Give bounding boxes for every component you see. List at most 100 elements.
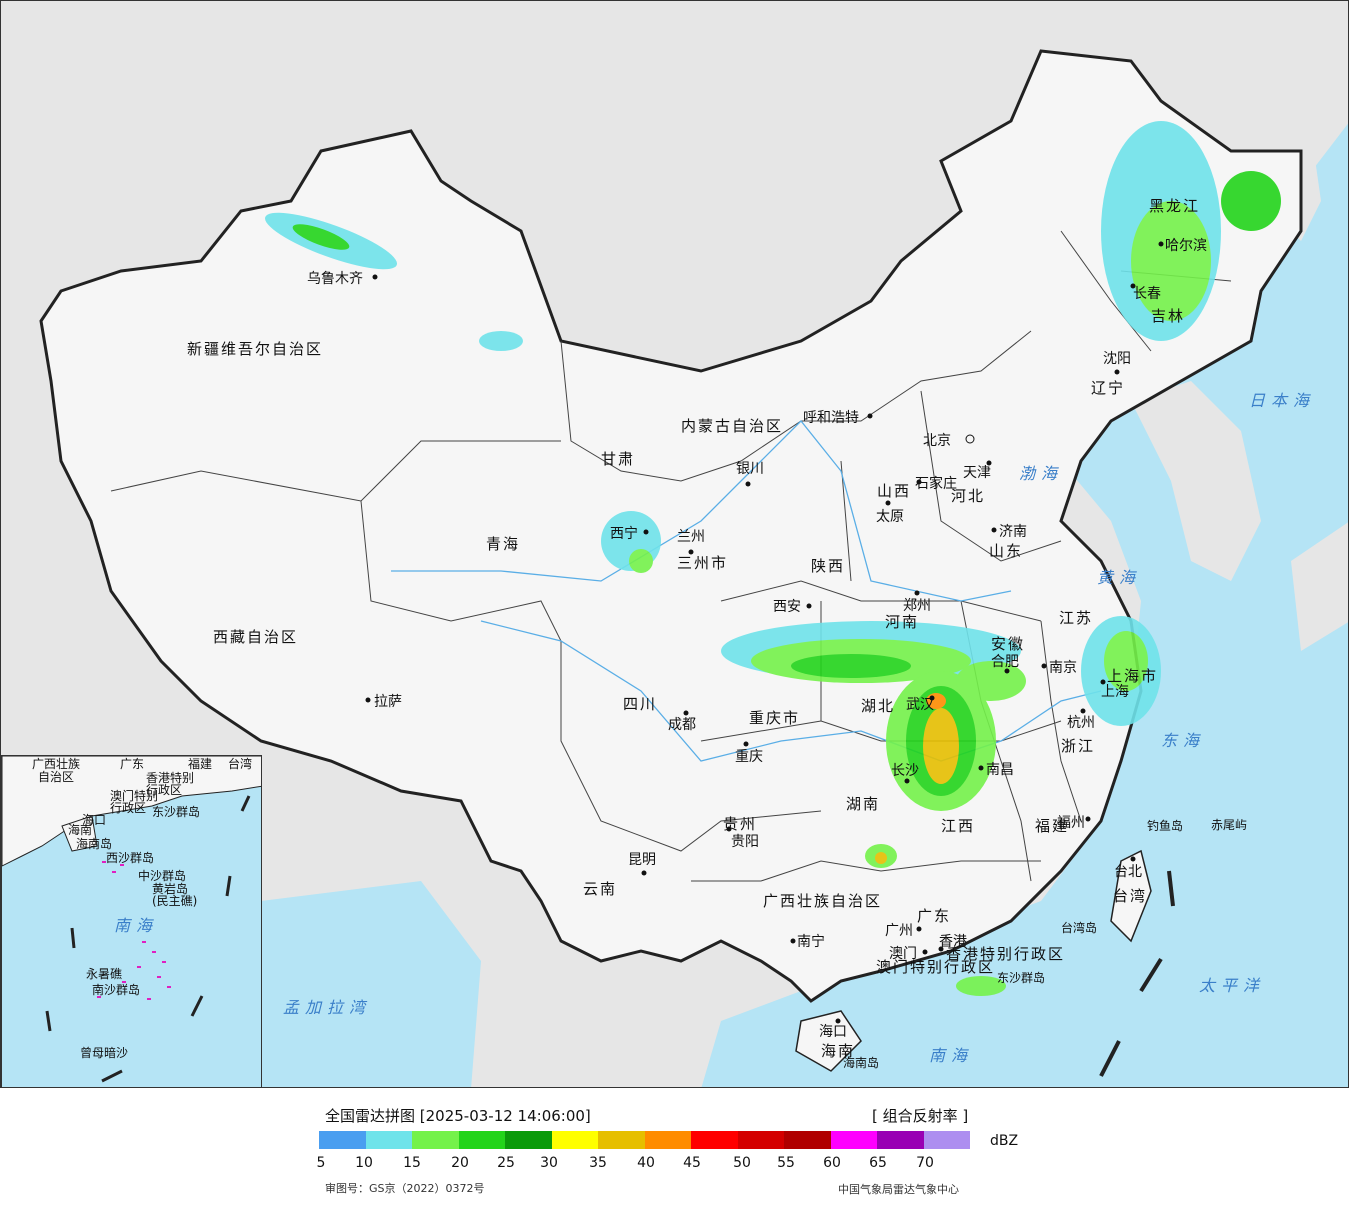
legend-tick: 55 bbox=[777, 1155, 795, 1171]
legend-tick: 20 bbox=[451, 1155, 469, 1171]
city-label: 沈阳 bbox=[1103, 351, 1131, 367]
province-label: 四川 bbox=[623, 695, 657, 713]
province-label: 云南 bbox=[583, 880, 617, 898]
legend-swatch bbox=[598, 1131, 645, 1149]
inset-label: 黄岩岛 bbox=[152, 881, 188, 896]
city-label: 南京 bbox=[1049, 660, 1077, 676]
legend-swatch bbox=[877, 1131, 924, 1149]
legend-swatch bbox=[458, 1131, 505, 1149]
city-label: 贵阳 bbox=[731, 834, 759, 850]
south-china-sea-inset: 广西壮族 自治区 广东 福建 台湾 香港特别 行政区 澳门特别 行政区 东沙群岛… bbox=[1, 755, 262, 1087]
legend-title: 全国雷达拼图 [2025-03-12 14:06:00] bbox=[325, 1107, 591, 1125]
island-label: 东沙群岛 bbox=[997, 970, 1045, 985]
city-label: 台北 bbox=[1114, 864, 1142, 880]
province-label: 江西 bbox=[941, 817, 975, 835]
city-label: 武汉 bbox=[906, 697, 934, 713]
inset-label: 行政区 bbox=[110, 801, 146, 815]
province-label: 安徽 bbox=[991, 635, 1025, 653]
inset-label: 澳门特别 bbox=[110, 788, 158, 803]
inset-label: 东沙群岛 bbox=[152, 804, 200, 819]
source-center: 中国气象局雷达气象中心 bbox=[838, 1183, 959, 1196]
inset-label: 广东 bbox=[120, 757, 144, 771]
inset-label: 海南岛 bbox=[76, 836, 112, 851]
city-label: 合肥 bbox=[991, 654, 1019, 670]
sea-label-pacific: 太平洋 bbox=[1199, 976, 1265, 995]
island-label: 钓鱼岛 bbox=[1147, 818, 1183, 833]
city-label: 呼和浩特 bbox=[803, 410, 859, 426]
city-label: 南宁 bbox=[797, 933, 825, 950]
island-label: 海南岛 bbox=[843, 1055, 879, 1070]
island-label: 台湾岛 bbox=[1061, 920, 1097, 935]
city-label: 郑州 bbox=[903, 598, 931, 614]
city-label: 西安 bbox=[773, 599, 801, 615]
legend-swatch bbox=[505, 1131, 552, 1149]
province-label: 辽宁 bbox=[1091, 379, 1125, 397]
city-label: 乌鲁木齐 bbox=[307, 271, 363, 287]
province-label: 河北 bbox=[951, 487, 985, 505]
city-label: 香港 bbox=[939, 934, 967, 950]
legend-swatch bbox=[784, 1131, 831, 1149]
province-label: 江苏 bbox=[1059, 609, 1093, 627]
inset-label: 中沙群岛 bbox=[138, 868, 186, 883]
province-label: 香港特别行政区 bbox=[946, 945, 1065, 963]
city-label: 长沙 bbox=[891, 763, 919, 779]
province-label: 内蒙古自治区 bbox=[681, 417, 783, 435]
province-label: 湖北 bbox=[861, 697, 895, 715]
province-label: 澳门特别行政区 bbox=[876, 958, 995, 976]
city-label: 南昌 bbox=[986, 762, 1014, 778]
city-label: 哈尔滨 bbox=[1165, 238, 1207, 254]
inset-label: 永暑礁 bbox=[86, 966, 122, 981]
legend-tick: 45 bbox=[683, 1155, 701, 1171]
city-label: 昆明 bbox=[628, 852, 656, 868]
legend-swatch bbox=[551, 1131, 598, 1149]
sea-label-bohai: 渤海 bbox=[1019, 464, 1063, 483]
legend-color-bar bbox=[319, 1131, 970, 1149]
city-label: 济南 bbox=[999, 524, 1027, 540]
city-label: 重庆 bbox=[735, 749, 763, 765]
inset-label: 广西壮族 bbox=[32, 757, 80, 771]
legend-swatch bbox=[319, 1131, 366, 1149]
province-label: 广东 bbox=[917, 907, 951, 925]
province-label: 甘肃 bbox=[601, 450, 635, 468]
legend-product: [ 组合反射率 ] bbox=[872, 1107, 969, 1125]
island-label: 赤尾屿 bbox=[1211, 818, 1247, 832]
legend-swatch bbox=[365, 1131, 412, 1149]
province-label: 海南 bbox=[821, 1042, 855, 1060]
province-label: 河南 bbox=[885, 613, 919, 631]
legend-swatch bbox=[412, 1131, 459, 1149]
city-label: 银川 bbox=[736, 461, 764, 477]
inset-label: 香港特别 bbox=[146, 770, 194, 785]
sea-label-nanhai: 南海 bbox=[929, 1046, 973, 1065]
sea-label-bengal: 孟加拉湾 bbox=[283, 998, 371, 1017]
city-label: 西宁 bbox=[610, 525, 638, 542]
city-label: 海口 bbox=[819, 1024, 847, 1040]
province-label: 新疆维吾尔自治区 bbox=[187, 340, 323, 358]
province-label: 陕西 bbox=[811, 557, 845, 575]
province-label: 吉林 bbox=[1151, 307, 1185, 325]
city-label: 天津 bbox=[963, 465, 991, 481]
legend-swatch bbox=[923, 1131, 970, 1149]
city-label: 长春 bbox=[1133, 286, 1161, 302]
legend-tick: 40 bbox=[637, 1155, 655, 1171]
radar-map: 日本海 渤海 黄海 东海 太平洋 南海 孟加拉湾 新疆维吾尔自治区 西藏自治区 … bbox=[0, 0, 1349, 1088]
city-label: 石家庄 bbox=[915, 475, 957, 492]
city-label: 北京 bbox=[923, 433, 951, 449]
province-label: 广西壮族自治区 bbox=[763, 892, 882, 910]
inset-label: 曾母暗沙 bbox=[80, 1045, 128, 1060]
province-label: 黑龙江 bbox=[1149, 197, 1200, 215]
city-label: 拉萨 bbox=[374, 694, 402, 710]
legend-tick: 25 bbox=[497, 1155, 515, 1171]
city-label: 杭州 bbox=[1067, 715, 1095, 731]
province-label: 浙江 bbox=[1061, 737, 1095, 755]
legend-tick: 70 bbox=[916, 1155, 934, 1171]
sea-label-donghai: 东海 bbox=[1161, 731, 1205, 750]
inset-label: 海南 bbox=[68, 822, 92, 837]
legend-unit: dBZ bbox=[990, 1133, 1019, 1149]
legend-tick: 35 bbox=[589, 1155, 607, 1171]
sea-label-japan: 日本海 bbox=[1249, 391, 1315, 410]
approval-number: 审图号：GS京（2022）0372号 bbox=[325, 1182, 485, 1195]
inset-label: (民主礁) bbox=[152, 893, 197, 908]
inset-label: 西沙群岛 bbox=[106, 850, 154, 865]
city-label: 福州 bbox=[1057, 815, 1085, 831]
legend-tick: 30 bbox=[540, 1155, 558, 1171]
